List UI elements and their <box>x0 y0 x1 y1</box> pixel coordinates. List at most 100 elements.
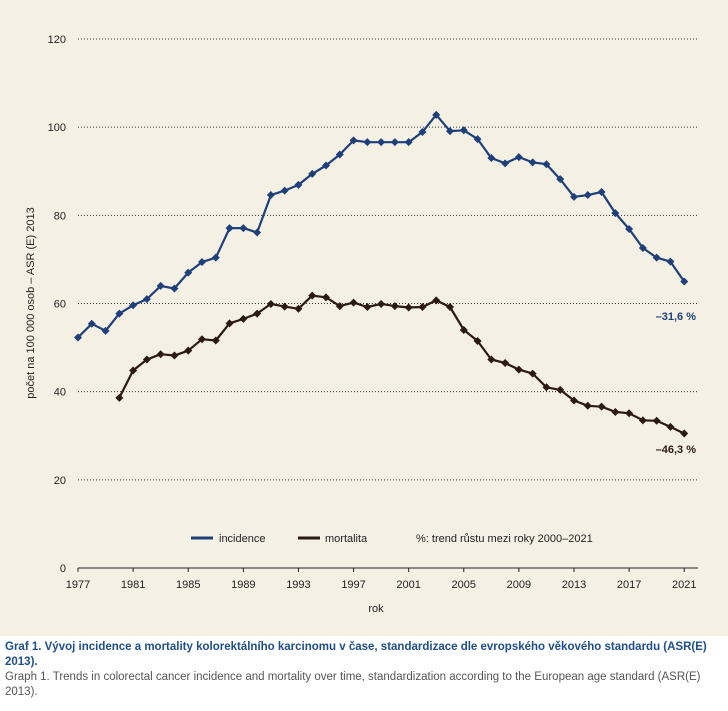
data-point-mortalita <box>514 365 523 374</box>
data-point-incidence <box>638 243 647 252</box>
y-tick-label: 20 <box>54 475 66 487</box>
y-tick-label: 0 <box>60 563 66 575</box>
data-point-incidence <box>115 309 124 318</box>
data-point-incidence <box>625 224 634 233</box>
data-point-mortalita <box>266 299 275 308</box>
data-point-incidence <box>129 301 138 310</box>
data-point-incidence <box>390 138 399 147</box>
data-point-mortalita <box>501 359 510 368</box>
data-point-mortalita <box>625 409 634 418</box>
data-point-mortalita <box>418 303 427 312</box>
data-point-mortalita <box>363 303 372 312</box>
x-tick-label: 1989 <box>231 579 255 591</box>
data-point-incidence <box>349 136 358 145</box>
y-tick-label: 60 <box>54 299 66 311</box>
data-point-incidence <box>473 135 482 144</box>
data-point-incidence <box>142 295 151 304</box>
data-point-mortalita <box>377 299 386 308</box>
data-point-incidence <box>308 169 317 178</box>
x-tick-label: 2005 <box>452 579 476 591</box>
data-point-incidence <box>184 268 193 277</box>
data-point-incidence <box>211 253 220 262</box>
data-point-mortalita <box>459 325 468 334</box>
data-point-mortalita <box>611 407 620 416</box>
x-tick-label: 1977 <box>66 579 90 591</box>
data-point-incidence <box>652 253 661 262</box>
x-tick-label: 2013 <box>562 579 586 591</box>
data-point-incidence <box>87 319 96 328</box>
legend-label-trend: %: trend růstu mezi roky 2000–2021 <box>416 533 593 545</box>
data-point-incidence <box>583 191 592 200</box>
data-point-incidence <box>253 228 262 237</box>
data-point-incidence <box>377 138 386 147</box>
y-tick-label: 40 <box>54 387 66 399</box>
data-point-incidence <box>74 333 82 342</box>
data-point-incidence <box>266 191 275 200</box>
data-point-incidence <box>225 224 234 233</box>
data-point-mortalita <box>170 351 179 360</box>
legend-label-mortalita: mortalita <box>325 533 368 545</box>
data-point-mortalita <box>129 366 138 375</box>
data-point-mortalita <box>253 309 262 318</box>
data-point-mortalita <box>335 302 344 311</box>
data-point-mortalita <box>556 385 565 394</box>
data-point-incidence <box>459 126 468 135</box>
x-tick-labels: 1977 1981 1985 1989 1993 1997 2001 2005 2009 2013… <box>66 568 696 591</box>
data-point-mortalita <box>597 402 606 411</box>
x-tick-label: 1985 <box>176 579 200 591</box>
data-point-mortalita <box>487 355 496 364</box>
data-point-mortalita <box>156 350 165 359</box>
figure-caption: Graf 1. Vývoj incidence a mortality kolo… <box>5 640 723 700</box>
data-point-incidence <box>294 180 303 189</box>
data-point-mortalita <box>432 296 441 305</box>
x-axis-title: rok <box>368 603 384 615</box>
data-point-incidence <box>322 161 330 170</box>
data-point-incidence <box>487 154 496 163</box>
data-point-mortalita <box>473 336 482 345</box>
data-point-mortalita <box>666 422 675 431</box>
data-point-mortalita <box>322 293 330 302</box>
data-point-incidence <box>239 224 248 233</box>
data-point-incidence <box>280 186 289 195</box>
data-point-incidence <box>501 159 510 168</box>
data-point-mortalita <box>294 304 303 313</box>
chart: 0 20 40 60 80 100 120 1977 1981 1985 1989 1993 1997… <box>25 34 698 615</box>
data-point-incidence <box>514 153 523 162</box>
annotation-mortality-trend: –46,3 % <box>656 444 697 456</box>
legend-label-incidence: incidence <box>219 533 265 545</box>
x-tick-label: 2017 <box>617 579 641 591</box>
data-point-incidence <box>170 284 179 293</box>
x-tick-label: 1981 <box>121 579 145 591</box>
data-point-incidence <box>556 175 565 184</box>
caption-czech: Graf 1. Vývoj incidence a mortality kolo… <box>5 641 707 668</box>
x-tick-label: 2001 <box>396 579 420 591</box>
data-point-mortalita <box>308 291 317 300</box>
data-point-incidence <box>528 158 537 167</box>
data-point-incidence <box>542 160 551 169</box>
x-tick-label: 1993 <box>286 579 310 591</box>
grid-lines <box>78 38 698 481</box>
data-point-mortalita <box>239 314 248 323</box>
x-tick-label: 1997 <box>341 579 365 591</box>
annotation-incidence-trend: –31,6 % <box>656 311 697 323</box>
data-point-incidence <box>198 258 206 267</box>
legend: incidence mortalita %: trend růstu mezi … <box>191 533 593 545</box>
y-tick-label: 120 <box>48 34 66 46</box>
data-point-mortalita <box>184 346 193 355</box>
data-point-mortalita <box>528 369 537 378</box>
data-point-incidence <box>666 257 675 266</box>
caption-english: Graph 1. Trends in colorectal cancer inc… <box>5 671 701 698</box>
data-point-mortalita <box>280 302 289 311</box>
y-tick-labels: 0 20 40 60 80 100 120 <box>48 34 66 575</box>
data-point-incidence <box>363 138 372 147</box>
y-axis-title: počet na 100 000 osob – ASR (E) 2013 <box>25 207 37 398</box>
y-tick-label: 80 <box>54 210 66 222</box>
x-tick-label: 2021 <box>672 579 696 591</box>
data-point-incidence <box>335 150 344 159</box>
data-point-mortalita <box>638 416 647 425</box>
data-point-incidence <box>418 128 427 137</box>
data-point-incidence <box>156 281 165 290</box>
data-point-incidence <box>597 187 606 196</box>
series-group <box>74 110 689 438</box>
data-point-mortalita <box>390 302 399 311</box>
